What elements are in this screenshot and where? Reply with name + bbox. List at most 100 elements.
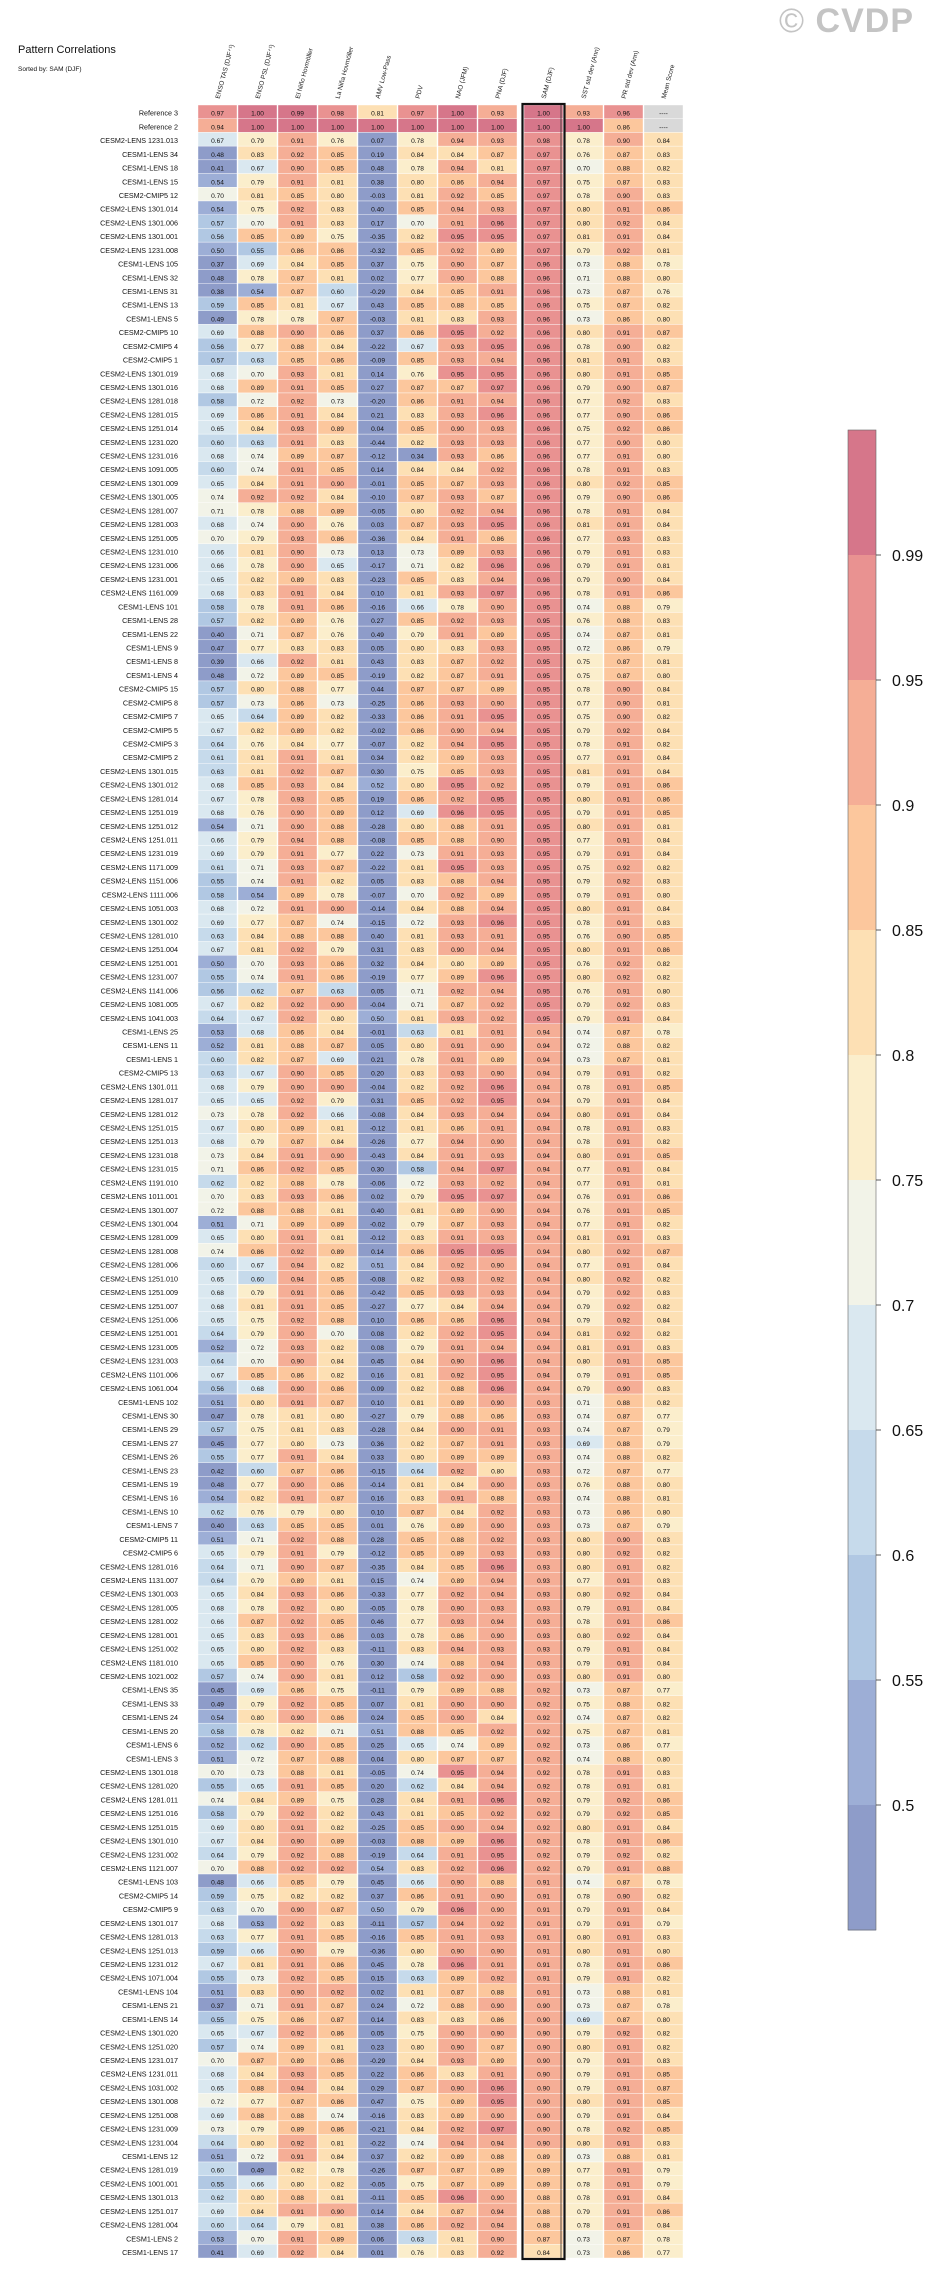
- cell-value: 0.77: [251, 1935, 264, 1942]
- cell-value: 0.77: [411, 1139, 424, 1146]
- cell-value: 0.64: [211, 1016, 224, 1023]
- cell-value: 0.83: [291, 646, 304, 653]
- cell-value: 0.92: [291, 207, 304, 214]
- cell-value: 1.00: [251, 111, 264, 118]
- cell-value: 0.91: [617, 1948, 630, 1955]
- cell-value: 0.57: [211, 618, 224, 625]
- cell-value: 0.84: [657, 769, 670, 776]
- cell-value: 0.08: [371, 1345, 384, 1352]
- cell-value: 0.78: [577, 687, 590, 694]
- cell-value: 0.89: [491, 2058, 504, 2065]
- cell-value: 0.77: [251, 2099, 264, 2106]
- cell-value: 0.91: [617, 2195, 630, 2202]
- row-label: CESM2-LENS 1231.012: [100, 1960, 178, 1969]
- cell-value: 0.80: [577, 2044, 590, 2051]
- cell-value: 0.91: [451, 399, 464, 406]
- cell-value: 0.64: [211, 1852, 224, 1859]
- cell-value: -0.19: [370, 673, 385, 680]
- cell-value: 0.93: [491, 1235, 504, 1242]
- cell-value: 0.92: [291, 1537, 304, 1544]
- cell-value: 0.92: [491, 1729, 504, 1736]
- cell-value: 0.90: [537, 2058, 550, 2065]
- cell-value: 0.16: [371, 1372, 384, 1379]
- cell-value: 0.73: [331, 700, 344, 707]
- cell-value: 0.87: [617, 1688, 630, 1695]
- cell-value: 0.82: [251, 1496, 264, 1503]
- cell-value: 0.80: [577, 975, 590, 982]
- row-label: CESM2-LENS 1231.009: [100, 2125, 178, 2134]
- cell-value: 0.93: [491, 1647, 504, 1654]
- cell-value: 0.29: [371, 2085, 384, 2092]
- cell-value: 0.88: [291, 2195, 304, 2202]
- cell-value: 0.90: [451, 1715, 464, 1722]
- cell-value: 0.66: [211, 563, 224, 570]
- cell-value: 0.79: [577, 2031, 590, 2038]
- cell-value: 0.92: [617, 1551, 630, 1558]
- cell-value: 0.94: [491, 1112, 504, 1119]
- cell-value: 0.69: [211, 1825, 224, 1832]
- cell-value: 0.86: [411, 2072, 424, 2079]
- cell-value: 0.78: [657, 1029, 670, 1036]
- cell-value: 0.94: [451, 166, 464, 173]
- cell-value: 0.80: [491, 1468, 504, 1475]
- row-label: CESM2-LENS 1231.003: [100, 1357, 178, 1366]
- cell-value: 0.96: [491, 1866, 504, 1873]
- cell-value: 0.59: [211, 303, 224, 310]
- cell-value: 0.79: [411, 1907, 424, 1914]
- cell-value: 0.93: [537, 1509, 550, 1516]
- cell-value: 0.82: [251, 1002, 264, 1009]
- cell-value: 0.81: [411, 1016, 424, 1023]
- cell-value: 0.51: [211, 2154, 224, 2161]
- cell-value: 0.86: [331, 2058, 344, 2065]
- cell-value: 0.64: [211, 2140, 224, 2147]
- cell-value: 0.93: [491, 851, 504, 858]
- cell-value: 0.69: [251, 1688, 264, 1695]
- cell-value: 0.82: [411, 440, 424, 447]
- cell-value: 0.96: [537, 275, 550, 282]
- row-label: CESM2-LENS 1021.002: [100, 1672, 178, 1681]
- cell-value: 0.38: [371, 179, 384, 186]
- cell-value: 0.66: [411, 604, 424, 611]
- cell-value: 0.79: [251, 851, 264, 858]
- cell-value: 0.86: [617, 2250, 630, 2257]
- row-label: CESM1-LENS 13: [122, 301, 178, 310]
- cell-value: 0.57: [211, 220, 224, 227]
- cell-value: 0.95: [451, 1249, 464, 1256]
- cell-value: 0.85: [331, 1304, 344, 1311]
- cell-value: 0.83: [251, 152, 264, 159]
- cell-value: 0.48: [211, 152, 224, 159]
- cell-value: 0.90: [617, 1893, 630, 1900]
- cell-value: 0.81: [577, 234, 590, 241]
- cell-value: 0.82: [657, 1221, 670, 1228]
- cell-value: 0.91: [291, 1962, 304, 1969]
- cell-value: 0.79: [577, 1290, 590, 1297]
- cell-value: 0.91: [491, 673, 504, 680]
- cell-value: 0.90: [491, 1043, 504, 1050]
- cell-value: 0.91: [617, 1976, 630, 1983]
- cell-value: 0.36: [371, 1441, 384, 1448]
- cell-value: 0.97: [491, 591, 504, 598]
- cell-value: 0.93: [451, 344, 464, 351]
- cell-value: 0.95: [451, 1194, 464, 1201]
- cell-value: 0.06: [371, 2236, 384, 2243]
- cell-value: -0.02: [370, 728, 385, 735]
- cell-value: 0.88: [451, 879, 464, 886]
- cell-value: 0.93: [451, 1016, 464, 1023]
- cell-value: 0.87: [657, 330, 670, 337]
- cell-value: 0.90: [537, 2113, 550, 2120]
- cell-value: 0.79: [657, 2168, 670, 2175]
- cell-value: 0.81: [331, 2140, 344, 2147]
- cell-value: 0.84: [657, 851, 670, 858]
- cell-value: 0.81: [331, 1235, 344, 1242]
- cell-value: 0.66: [211, 1619, 224, 1626]
- cell-value: 0.68: [211, 783, 224, 790]
- cell-value: 0.92: [451, 892, 464, 899]
- cell-value: 0.95: [491, 1852, 504, 1859]
- cell-value: 0.80: [291, 1441, 304, 1448]
- cell-value: 0.91: [537, 1893, 550, 1900]
- cell-value: 0.72: [577, 1468, 590, 1475]
- cell-value: 0.78: [411, 166, 424, 173]
- cell-value: 0.84: [657, 138, 670, 145]
- cell-value: 0.85: [411, 1935, 424, 1942]
- cell-value: 0.77: [251, 1482, 264, 1489]
